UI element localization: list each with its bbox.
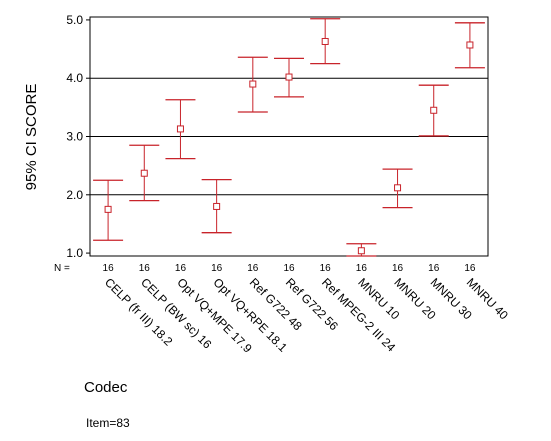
mean-marker	[466, 41, 474, 49]
error-bar	[382, 168, 413, 209]
n-count: 16	[283, 263, 295, 274]
y-tick-label: 3.0	[66, 130, 83, 144]
mean-marker	[249, 80, 257, 88]
n-count: 16	[356, 263, 368, 274]
error-bar	[346, 243, 377, 257]
mean-marker	[213, 202, 221, 210]
n-count: 16	[139, 263, 151, 274]
y-tick-label: 4.0	[66, 71, 83, 85]
mean-marker	[357, 247, 365, 255]
n-count: 16	[320, 263, 332, 274]
mean-marker	[176, 125, 184, 133]
n-count: 16	[211, 263, 223, 274]
error-bar-series	[93, 18, 485, 257]
mean-marker	[430, 106, 438, 114]
x-tick-label: CELP (fr III) 18.2	[102, 275, 176, 349]
y-axis: 1.0 2.0 3.0 4.0 5.0	[66, 13, 90, 260]
error-bar	[129, 144, 160, 202]
error-bar	[310, 18, 341, 65]
n-count: 16	[428, 263, 440, 274]
error-bar	[165, 99, 196, 160]
n-count: 16	[103, 263, 115, 274]
mean-marker	[394, 184, 402, 192]
mean-marker	[104, 205, 112, 213]
mean-marker	[285, 73, 293, 81]
y-tick-label: 1.0	[66, 246, 83, 260]
n-count: 16	[175, 263, 187, 274]
x-axis-label: Codec	[84, 379, 128, 396]
n-count: 16	[464, 263, 476, 274]
n-prefix-label: N =	[54, 263, 70, 274]
error-bar	[418, 84, 449, 137]
error-bar	[237, 56, 268, 113]
n-count: 16	[247, 263, 259, 274]
item-footnote: Item=83	[86, 416, 130, 430]
n-count: 16	[392, 263, 404, 274]
y-tick-label: 5.0	[66, 13, 83, 27]
n-count-row: N = 16 16 16 16 16 16 16 16 16 16 16	[54, 263, 476, 274]
error-bar	[454, 22, 485, 69]
mean-marker	[321, 37, 329, 45]
y-axis-label: 95% CI SCORE	[23, 84, 40, 191]
mean-marker	[140, 169, 148, 177]
error-bar	[93, 179, 124, 241]
y-tick-label: 2.0	[66, 188, 83, 202]
error-bar	[201, 178, 232, 234]
error-bar	[274, 57, 304, 98]
